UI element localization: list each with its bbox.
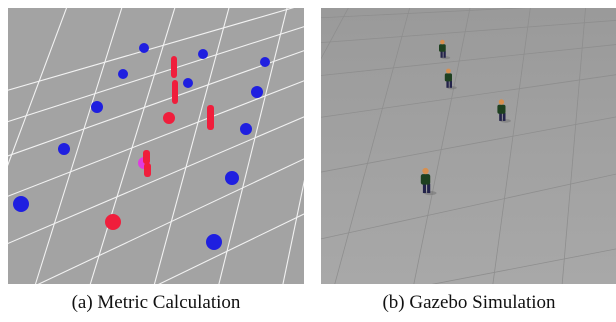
agent-blue <box>225 171 239 185</box>
pedestrian-leg <box>440 51 443 58</box>
grid-line <box>8 8 68 167</box>
pedestrian-torso <box>439 44 446 52</box>
agent-markers <box>13 43 270 250</box>
grid-line <box>158 213 304 284</box>
grid-line <box>8 50 304 157</box>
agent-blue <box>198 49 208 59</box>
grid-line <box>413 8 471 284</box>
grid-line <box>431 248 616 284</box>
grid-line <box>321 173 616 240</box>
agent-trajectory <box>171 56 177 78</box>
pedestrian-torso <box>497 104 506 114</box>
pedestrian <box>497 99 511 123</box>
grid-line <box>492 8 531 284</box>
pedestrian-head <box>498 99 505 105</box>
pedestrian-leg <box>502 112 506 121</box>
grid-line <box>321 8 528 19</box>
pedestrian-leg <box>449 80 452 88</box>
grid-line <box>321 19 616 44</box>
pedestrian-torso <box>420 174 431 185</box>
pedestrian-head <box>422 167 429 175</box>
agent-blue <box>260 57 270 67</box>
agent-trajectory <box>144 163 151 177</box>
agent-blue <box>91 101 103 113</box>
caption-gazebo-simulation: (b) Gazebo Simulation <box>382 292 556 313</box>
grid-line <box>321 116 616 173</box>
grid-line <box>561 8 586 284</box>
gazebo-simulation-panel <box>321 8 616 284</box>
gazebo-simulation-scene <box>321 8 616 284</box>
agent-blue <box>206 234 222 250</box>
grid-line <box>8 80 304 197</box>
pedestrian-leg <box>422 183 427 194</box>
pedestrian-head <box>446 68 451 74</box>
agent-blue <box>58 143 70 155</box>
agent-trajectory <box>172 80 178 104</box>
grid-line <box>8 26 304 123</box>
metric-calculation-scene <box>8 8 304 284</box>
floor-grid <box>8 8 304 284</box>
agent-red <box>105 214 121 230</box>
pedestrian <box>444 68 457 90</box>
agent-trajectory <box>207 105 214 130</box>
pedestrian <box>439 39 451 60</box>
agent-blue <box>251 86 263 98</box>
metric-calculation-panel <box>8 8 304 284</box>
grid-line <box>218 8 288 284</box>
pedestrian <box>420 167 437 196</box>
caption-metric-calculation: (a) Metric Calculation <box>71 292 241 313</box>
ground-plane <box>8 8 304 284</box>
pedestrian-models <box>420 39 511 196</box>
grid-line <box>282 179 304 284</box>
pedestrian-head <box>440 39 445 45</box>
grid-line <box>37 158 304 284</box>
grid-line <box>321 8 349 60</box>
pedestrian-torso <box>444 73 452 82</box>
grid-line <box>34 8 123 284</box>
grid-line <box>153 8 230 284</box>
grid-line <box>89 8 176 284</box>
grid-line <box>321 44 616 76</box>
agent-red <box>163 112 175 124</box>
pedestrian-leg <box>443 51 446 58</box>
agent-blue <box>183 78 193 88</box>
pedestrian-leg <box>499 112 502 121</box>
agent-blue <box>13 196 29 212</box>
grid-line <box>334 8 411 284</box>
pedestrian-leg <box>427 183 431 194</box>
agent-trajectory <box>143 150 150 164</box>
pedestrian-leg <box>446 80 449 88</box>
floor-grid <box>321 8 616 284</box>
agent-blue <box>118 69 128 79</box>
agent-blue <box>240 123 252 135</box>
grid-line <box>8 116 304 245</box>
ground-plane <box>321 8 616 284</box>
agent-blue <box>139 43 149 53</box>
grid-line <box>321 74 616 118</box>
